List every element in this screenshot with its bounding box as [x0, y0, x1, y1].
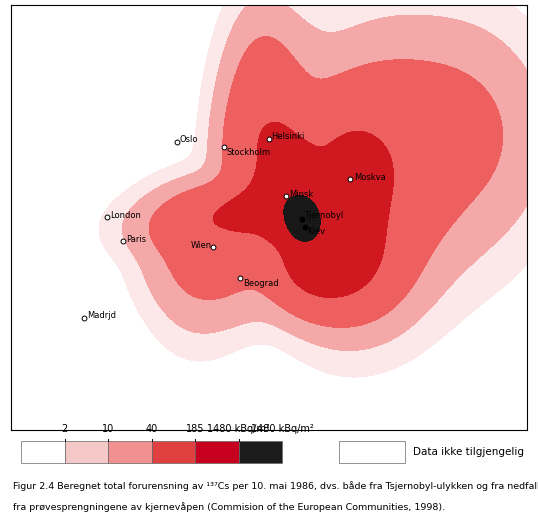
Bar — [339, 441, 405, 463]
Bar — [108, 441, 152, 463]
Text: Moskva: Moskva — [353, 173, 385, 182]
Bar — [195, 441, 238, 463]
Text: Wien: Wien — [190, 241, 211, 250]
Text: Paris: Paris — [126, 235, 146, 244]
Text: 1480 kBq/m²: 1480 kBq/m² — [207, 424, 270, 434]
Text: Tjernobyl: Tjernobyl — [305, 212, 344, 220]
Text: Oslo: Oslo — [180, 135, 198, 144]
Text: fra prøvesprengningene av kjernevåpen (Commision of the European Communities, 19: fra prøvesprengningene av kjernevåpen (C… — [13, 502, 445, 512]
Text: Madrjd: Madrjd — [87, 312, 116, 320]
Bar — [152, 441, 195, 463]
Text: Stockholm: Stockholm — [227, 147, 271, 157]
Text: Beograd: Beograd — [243, 279, 279, 288]
Text: 1480 kBq/m²: 1480 kBq/m² — [251, 424, 314, 434]
Text: Figur 2.4 Beregnet total forurensning av ¹³⁷Cs per 10. mai 1986, dvs. både fra T: Figur 2.4 Beregnet total forurensning av… — [13, 481, 538, 491]
Text: 10: 10 — [102, 424, 114, 434]
Text: 40: 40 — [145, 424, 158, 434]
Text: 185: 185 — [186, 424, 204, 434]
Bar — [238, 441, 282, 463]
Text: London: London — [110, 211, 141, 220]
Text: Data ikke tilgjengelig: Data ikke tilgjengelig — [413, 447, 523, 457]
Text: Minsk: Minsk — [289, 190, 313, 199]
Bar — [65, 441, 108, 463]
Text: 2: 2 — [61, 424, 68, 434]
Bar — [21, 441, 65, 463]
Text: Helsinki: Helsinki — [272, 132, 305, 141]
Text: Kiev: Kiev — [307, 227, 325, 236]
